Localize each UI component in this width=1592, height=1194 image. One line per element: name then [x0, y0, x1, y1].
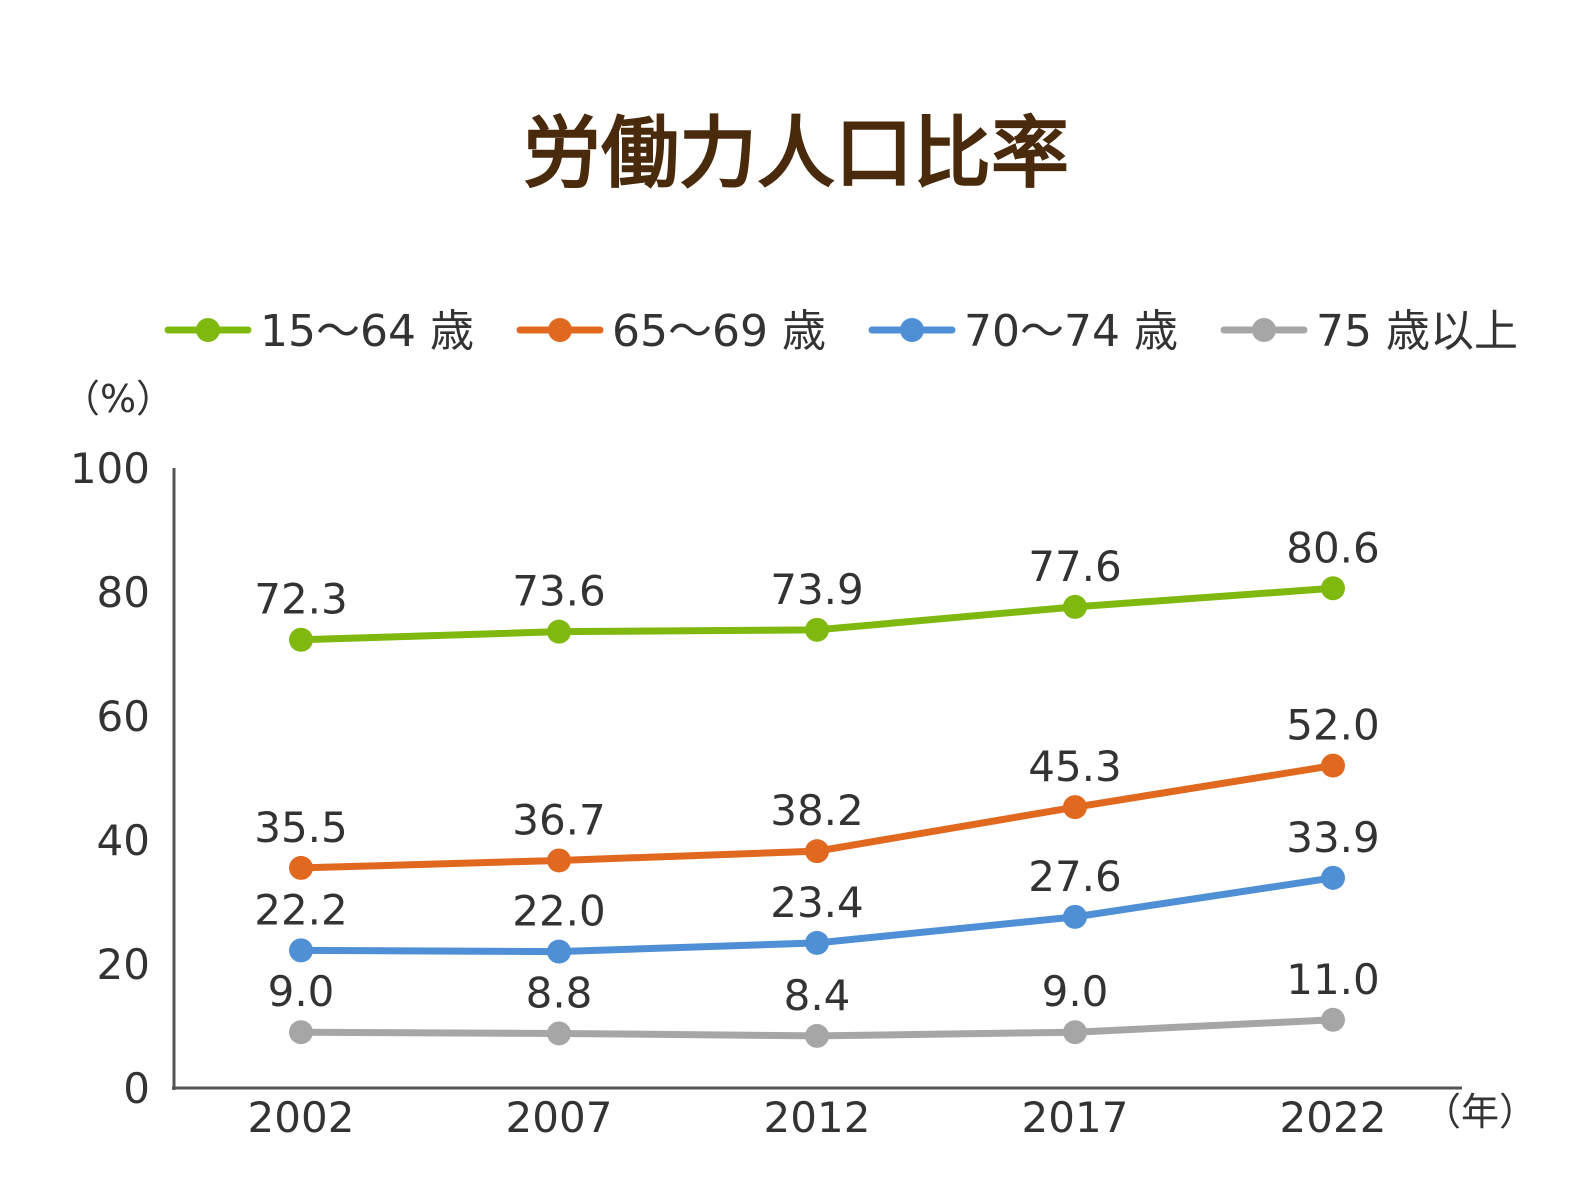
legend-swatch-marker [900, 318, 924, 342]
data-point [1321, 865, 1345, 890]
data-point [289, 938, 313, 963]
data-label: 35.5 [254, 803, 348, 852]
data-label: 73.9 [770, 565, 864, 614]
data-label: 23.4 [770, 878, 864, 927]
data-point [1321, 753, 1345, 778]
data-label: 27.6 [1028, 852, 1122, 901]
legend-swatch-marker [548, 318, 572, 342]
y-tick-label: 20 [97, 940, 150, 989]
data-point [805, 1023, 829, 1048]
legend-item: 15～64 歳 [164, 306, 474, 357]
y-tick-labels: 0 20 40 60 80 100 [70, 444, 150, 1113]
data-label: 8.4 [784, 971, 851, 1020]
data-label: 45.3 [1028, 742, 1122, 791]
data-label: 22.2 [254, 885, 348, 934]
data-label: 38.2 [770, 786, 864, 835]
legend-swatch-marker [1252, 318, 1276, 342]
data-label: 11.0 [1286, 955, 1380, 1004]
data-label: 36.7 [512, 795, 606, 844]
series-group: 35.5 36.7 38.2 45.3 52.0 [254, 701, 1380, 880]
y-axis-unit: （%） [62, 377, 174, 421]
y-tick-label: 80 [97, 568, 150, 617]
data-point [805, 930, 829, 955]
y-tick-label: 0 [123, 1064, 150, 1113]
data-label: 73.6 [512, 567, 606, 616]
series-group: 22.2 22.0 23.4 27.6 33.9 [254, 813, 1380, 964]
data-point [289, 1020, 313, 1045]
legend: 15～64 歳 65～69 歳 70～74 歳 75 歳以上 [164, 306, 1518, 357]
data-point [1063, 1020, 1087, 1045]
series-group: 9.0 8.8 8.4 9.0 11.0 [268, 955, 1380, 1048]
data-label: 9.0 [1042, 967, 1109, 1016]
x-tick-label: 2007 [506, 1093, 613, 1142]
data-point [547, 619, 571, 644]
data-point [547, 848, 571, 873]
legend-label: 75 歳以上 [1316, 306, 1518, 357]
data-point [289, 627, 313, 652]
data-point [1063, 594, 1087, 619]
legend-label: 65～69 歳 [612, 306, 826, 357]
legend-label: 70～74 歳 [964, 306, 1178, 357]
data-label: 80.6 [1286, 523, 1380, 572]
data-point [547, 939, 571, 964]
chart-title: 労働力人口比率 [523, 109, 1069, 199]
data-label: 33.9 [1286, 813, 1380, 862]
y-tick-label: 40 [97, 816, 150, 865]
x-tick-labels: 2002 2007 2012 2017 2022 [248, 1093, 1387, 1142]
data-label: 22.0 [512, 887, 606, 936]
data-label: 72.3 [254, 575, 348, 624]
legend-item: 75 歳以上 [1220, 306, 1518, 357]
legend-swatch-marker [196, 318, 220, 342]
data-label: 77.6 [1028, 542, 1122, 591]
data-point [805, 617, 829, 642]
y-tick-label: 60 [97, 692, 150, 741]
x-tick-label: 2017 [1022, 1093, 1129, 1142]
data-point [547, 1021, 571, 1046]
x-tick-label: 2022 [1280, 1093, 1387, 1142]
legend-item: 65～69 歳 [516, 306, 826, 357]
series-layer: 72.3 73.6 73.9 77.6 80.6 35.5 36.7 38.2 45.3 52.0… [254, 523, 1380, 1048]
x-tick-label: 2002 [248, 1093, 355, 1142]
data-label: 52.0 [1286, 701, 1380, 750]
data-point [1321, 576, 1345, 601]
data-point [1321, 1007, 1345, 1032]
data-point [289, 855, 313, 880]
series-group: 72.3 73.6 73.9 77.6 80.6 [254, 523, 1380, 652]
x-axis-unit: （年） [1423, 1090, 1537, 1134]
x-tick-label: 2012 [764, 1093, 871, 1142]
data-point [805, 839, 829, 864]
legend-item: 70～74 歳 [868, 306, 1178, 357]
data-label: 8.8 [526, 968, 593, 1017]
legend-label: 15～64 歳 [260, 306, 474, 357]
data-label: 9.0 [268, 967, 335, 1016]
y-tick-label: 100 [70, 444, 150, 493]
data-point [1063, 904, 1087, 929]
data-point [1063, 795, 1087, 820]
